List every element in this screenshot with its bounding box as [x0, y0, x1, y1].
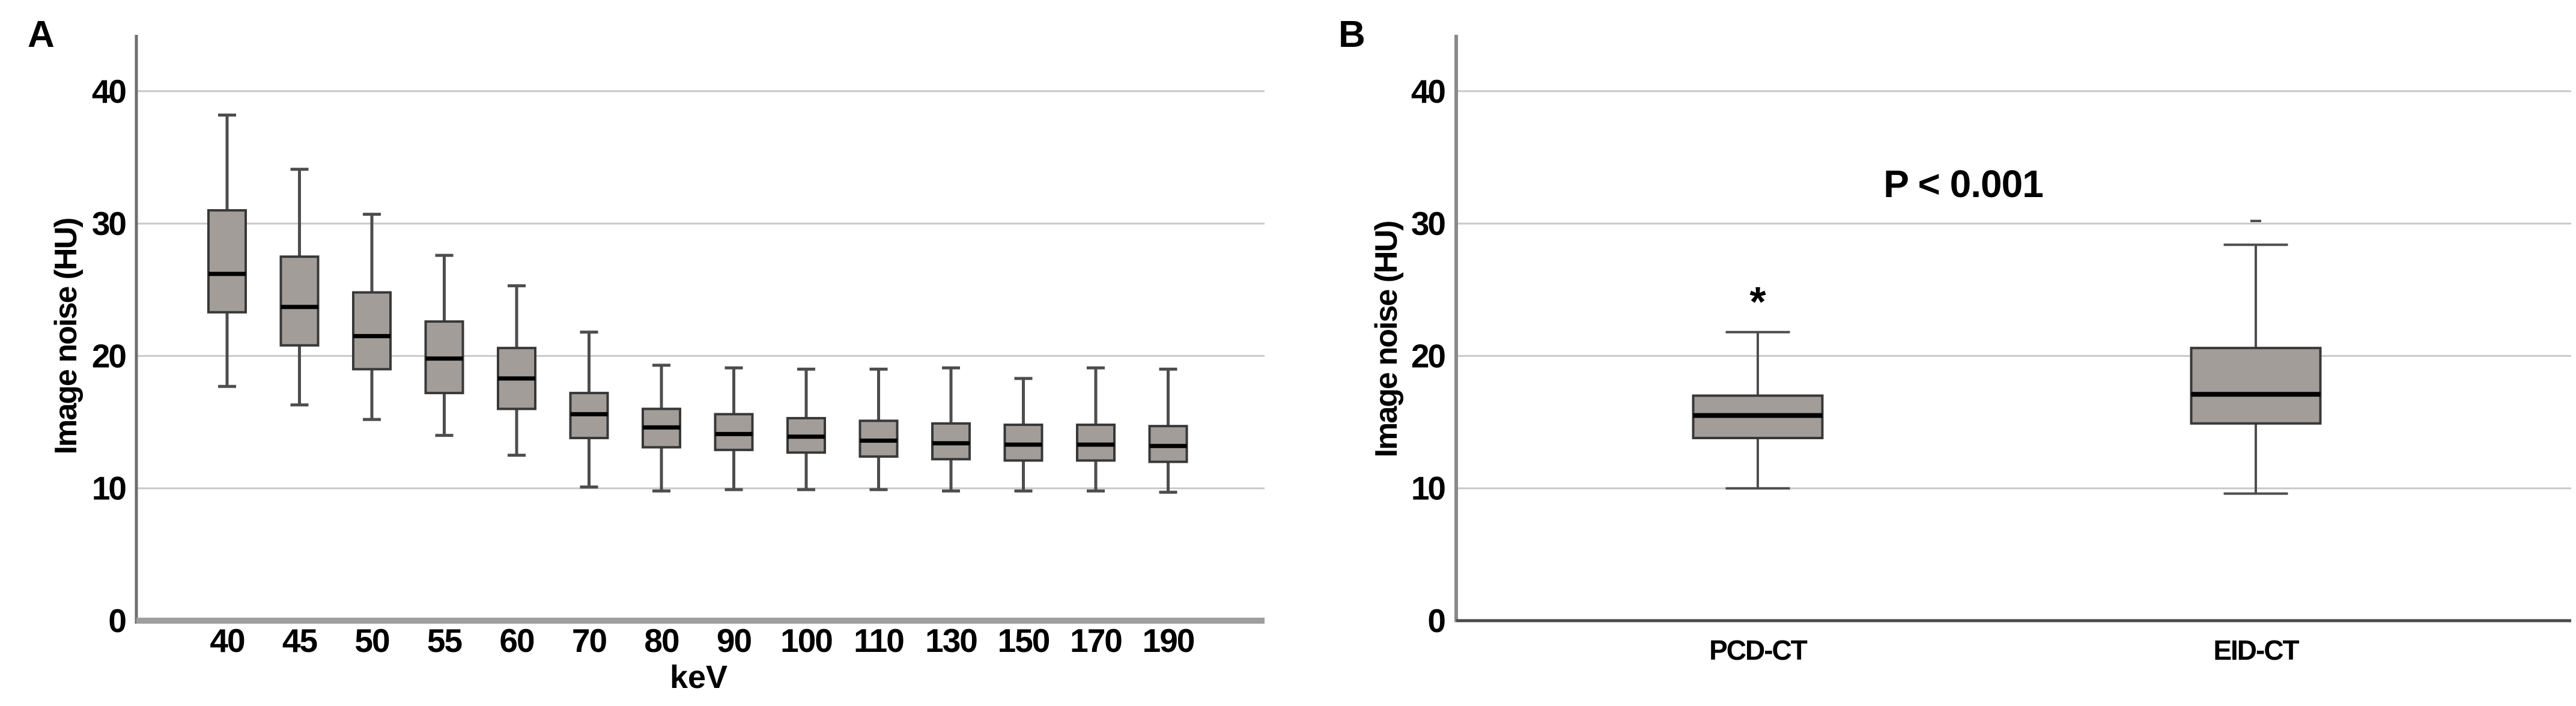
category-label-150: 150 — [998, 622, 1050, 659]
iqr-box — [207, 209, 247, 314]
y-axis-title-a: Image noise (HU) — [49, 219, 84, 455]
y-tick-label-a-40: 40 — [92, 73, 126, 110]
category-label-130: 130 — [925, 622, 977, 659]
box-group-110 — [858, 367, 899, 491]
category-label-60: 60 — [499, 622, 534, 659]
x-axis-title-a: keV — [670, 659, 728, 695]
box-group-50 — [352, 213, 392, 421]
panel-b: 0 10 20 30 40 Image noise (HU) * PCD-CT EID-CT P … — [1369, 35, 2571, 666]
category-label-100: 100 — [780, 622, 832, 659]
box-group-60 — [497, 284, 536, 457]
significance-asterisk: * — [1749, 278, 1766, 325]
box-group-70 — [569, 330, 609, 488]
p-value-annotation: P < 0.001 — [1883, 162, 2043, 205]
category-label-70: 70 — [572, 622, 607, 659]
panel-a: 0 10 20 30 40 Image noise (HU) 40 45 50 55 60 70 80 9… — [49, 35, 1265, 695]
box-group-PCD-CT — [1692, 330, 1824, 490]
panel-a-label: A — [28, 14, 55, 55]
box-group-55 — [424, 254, 464, 437]
category-label-45: 45 — [282, 622, 318, 659]
y-tick-label-a-20: 20 — [92, 337, 126, 374]
category-label-110: 110 — [854, 622, 904, 659]
box-group-130 — [931, 366, 971, 493]
y-tick-label-a-30: 30 — [92, 205, 126, 242]
iqr-box — [279, 255, 320, 347]
box-group-190 — [1148, 367, 1188, 494]
box-group-170 — [1076, 366, 1116, 493]
y-tick-label-b-30: 30 — [1411, 205, 1445, 242]
box-group-40 — [207, 113, 247, 388]
y-tick-label-b-40: 40 — [1411, 73, 1445, 110]
category-label-170: 170 — [1070, 622, 1122, 659]
y-tick-label-b-20: 20 — [1411, 337, 1445, 374]
y-tick-label-b-0: 0 — [1427, 602, 1445, 639]
y-tick-label-b-10: 10 — [1411, 470, 1445, 507]
iqr-box — [2190, 347, 2322, 425]
box-group-80 — [642, 364, 681, 493]
category-label-50: 50 — [354, 622, 389, 659]
y-tick-label-a-10: 10 — [92, 470, 126, 507]
y-axis-title-b: Image noise (HU) — [1369, 222, 1404, 458]
y-tick-label-a-0: 0 — [108, 602, 126, 639]
iqr-box — [352, 291, 392, 371]
category-label-PCD-CT: PCD-CT — [1709, 634, 1808, 666]
box-group-150 — [1003, 377, 1043, 493]
category-label-80: 80 — [644, 622, 679, 659]
category-label-190: 190 — [1143, 622, 1194, 659]
category-label-40: 40 — [210, 622, 245, 659]
category-label-55: 55 — [427, 622, 463, 659]
box-group-100 — [786, 367, 826, 491]
box-group-90 — [714, 366, 754, 491]
category-label-90: 90 — [717, 622, 752, 659]
panel-b-label: B — [1338, 14, 1365, 55]
box-group-45 — [279, 168, 320, 407]
category-label-EID-CT: EID-CT — [2213, 634, 2299, 666]
box-group-EID-CT — [2190, 219, 2322, 495]
